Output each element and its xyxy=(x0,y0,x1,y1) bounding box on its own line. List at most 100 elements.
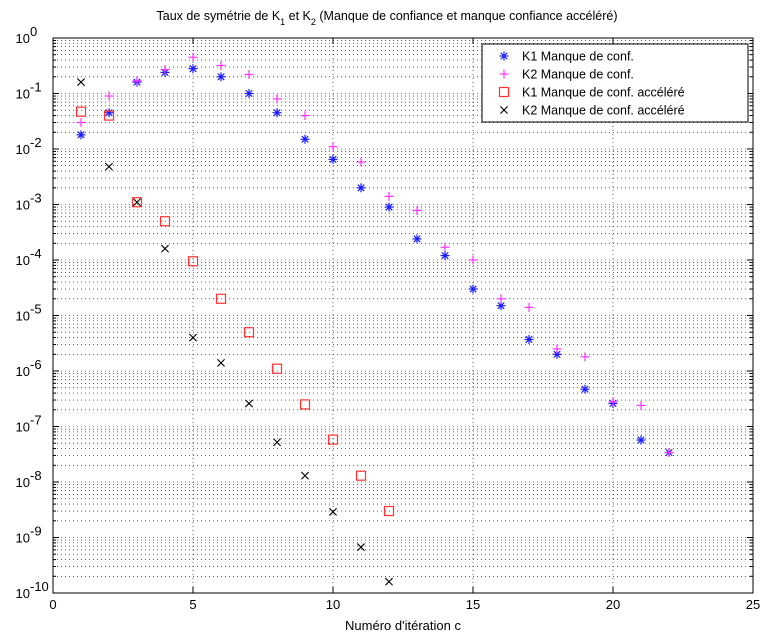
data-point xyxy=(496,301,506,311)
data-point xyxy=(356,183,366,193)
data-point xyxy=(161,244,169,253)
legend-label: K1 Manque de conf. xyxy=(522,50,634,64)
data-point xyxy=(272,94,282,104)
y-tick-label: 10 xyxy=(16,420,30,435)
legend-item: K1 Manque de conf. accéléré xyxy=(498,86,685,100)
data-point xyxy=(300,111,310,121)
data-point xyxy=(524,334,534,344)
data-point xyxy=(188,52,198,62)
data-point xyxy=(299,399,311,410)
chart-title-part: et K xyxy=(285,9,311,23)
chart-title-part: 1 xyxy=(280,17,285,27)
data-point xyxy=(215,293,227,304)
y-tick-label-exponent: -4 xyxy=(30,246,42,261)
data-point xyxy=(440,251,450,261)
data-point xyxy=(216,72,226,82)
data-point xyxy=(524,302,534,312)
data-point xyxy=(328,154,338,164)
legend-marker xyxy=(499,69,509,79)
series-4 xyxy=(77,78,393,586)
y-tick-label: 10 xyxy=(16,531,30,546)
data-point xyxy=(468,255,478,265)
data-point xyxy=(76,118,86,128)
data-point xyxy=(636,435,646,445)
data-point xyxy=(552,344,562,354)
chart-title-part: (Manque de confiance et manque confiance… xyxy=(316,9,618,23)
legend-marker xyxy=(500,106,508,114)
data-point xyxy=(133,198,141,207)
x-tick-label: 10 xyxy=(326,597,340,612)
data-point xyxy=(104,91,114,101)
data-point xyxy=(384,191,394,201)
data-point xyxy=(384,202,394,212)
legend-box xyxy=(481,43,749,123)
data-point xyxy=(300,134,310,144)
x-tick-labels: 0 5 10 15 20 25 xyxy=(49,597,760,612)
data-point xyxy=(189,333,197,342)
y-tick-label: 10 xyxy=(16,364,30,379)
data-point xyxy=(105,162,113,171)
y-tick-label: 10 xyxy=(16,31,30,46)
legend-item: K2 Manque de conf. xyxy=(499,68,634,82)
data-point xyxy=(385,577,393,586)
data-point xyxy=(243,327,255,338)
plot-area xyxy=(52,37,754,594)
tick-marks xyxy=(52,37,754,594)
chart-title: Taux de symétrie de K1 et K2 (Manque de … xyxy=(157,9,618,27)
series-3 xyxy=(75,106,395,517)
data-point xyxy=(383,505,395,517)
legend-item: K1 Manque de conf. xyxy=(499,50,634,64)
grid xyxy=(53,38,753,593)
data-point xyxy=(159,216,171,227)
data-point xyxy=(329,507,337,516)
legend-item: K2 Manque de conf. accéléré xyxy=(500,104,685,118)
data-point xyxy=(187,256,199,267)
legend-label: K2 Manque de conf. accéléré xyxy=(522,104,685,118)
y-tick-label: 10 xyxy=(16,142,30,157)
y-tick-label: 10 xyxy=(16,253,30,268)
series-2 xyxy=(76,52,674,458)
data-point xyxy=(273,438,281,447)
y-tick-label: 10 xyxy=(16,198,30,213)
data-point xyxy=(636,400,646,410)
x-tick-label: 25 xyxy=(746,597,760,612)
x-axis-label: Numéro d'itération c xyxy=(345,618,461,633)
data-point xyxy=(131,197,143,208)
data-point xyxy=(496,294,506,304)
data-point xyxy=(76,130,86,140)
data-point xyxy=(244,89,254,98)
y-tick-label-exponent: -8 xyxy=(30,468,42,483)
data-point xyxy=(664,448,674,458)
y-tick-labels: 10 010 -110 -210 -310 -410 -510 -610 -710 -810 -91… xyxy=(16,24,49,601)
x-tick-label: 20 xyxy=(606,597,620,612)
y-tick-label-exponent: -2 xyxy=(30,135,42,150)
data-point xyxy=(272,108,282,118)
data-point xyxy=(356,157,366,167)
chart-title-part: 2 xyxy=(311,17,316,27)
y-tick-label: 10 xyxy=(16,309,30,324)
data-point xyxy=(188,64,198,74)
data-point xyxy=(412,205,422,215)
data-point xyxy=(103,110,115,121)
y-tick-label-exponent: -9 xyxy=(30,524,42,539)
x-tick-label: 15 xyxy=(466,597,480,612)
data-point xyxy=(468,284,478,294)
data-point xyxy=(328,142,338,152)
y-tick-label: 10 xyxy=(16,87,30,102)
data-point xyxy=(216,60,226,70)
y-tick-label-exponent: 0 xyxy=(30,24,37,39)
data-point xyxy=(75,106,87,117)
data-point xyxy=(580,384,590,394)
data-point xyxy=(355,470,367,481)
x-tick-label: 0 xyxy=(49,597,56,612)
data-point xyxy=(412,234,422,244)
data-point xyxy=(245,399,253,408)
chart-title-part: Taux de symétrie de K xyxy=(157,9,281,23)
data-point xyxy=(327,434,339,445)
y-tick-label-exponent: -1 xyxy=(30,80,42,95)
data-point xyxy=(77,78,85,87)
y-tick-label-exponent: -3 xyxy=(30,191,42,206)
data-point xyxy=(104,108,114,118)
y-tick-label-exponent: -10 xyxy=(30,579,49,594)
